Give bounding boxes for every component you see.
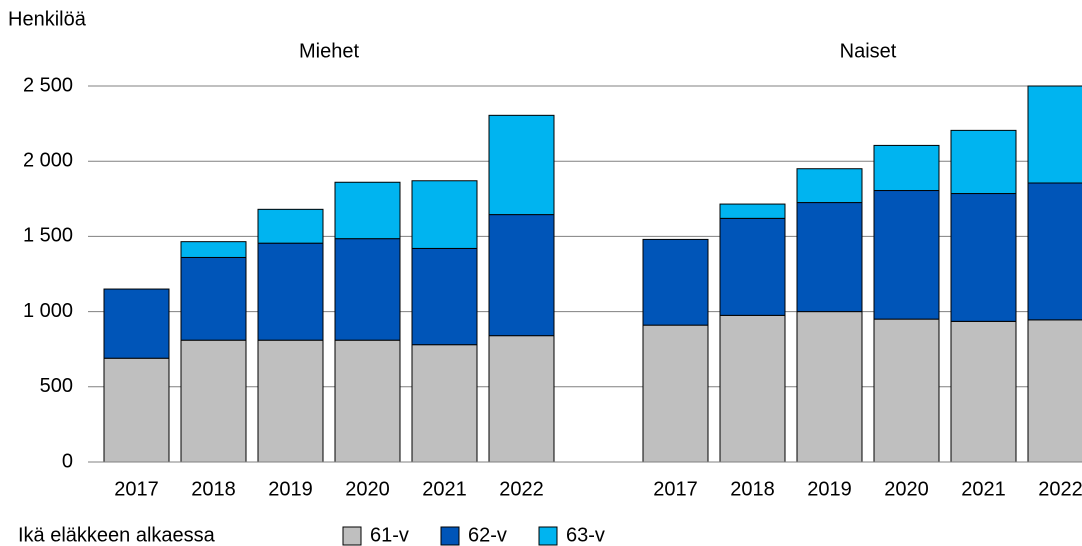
bar-segment bbox=[180, 241, 247, 258]
x-tick-label: 2020 bbox=[345, 478, 390, 500]
bar-segment bbox=[873, 144, 940, 192]
bar-segment bbox=[334, 339, 401, 463]
x-tick-label: 2020 bbox=[884, 478, 929, 500]
bar-segment bbox=[719, 203, 786, 219]
bar-segment bbox=[257, 242, 324, 341]
group-label: Miehet bbox=[299, 40, 359, 62]
bar-segment bbox=[1027, 85, 1082, 184]
bar-segment bbox=[950, 193, 1017, 322]
bar-segment bbox=[1027, 182, 1082, 321]
x-tick-label: 2022 bbox=[499, 478, 544, 500]
bar-segment bbox=[796, 311, 863, 463]
bar-segment bbox=[488, 114, 555, 216]
bar-segment bbox=[796, 202, 863, 313]
y-tick-label: 1 000 bbox=[23, 300, 73, 322]
bar-segment bbox=[950, 320, 1017, 463]
x-tick-label: 2018 bbox=[191, 478, 236, 500]
bar-segment bbox=[180, 256, 247, 341]
bar-segment bbox=[488, 335, 555, 463]
bar-segment bbox=[103, 357, 170, 463]
bar-segment bbox=[950, 129, 1017, 195]
legend-swatch bbox=[538, 526, 558, 546]
bar-segment bbox=[796, 168, 863, 204]
x-tick-label: 2017 bbox=[114, 478, 159, 500]
legend-label: 62-v bbox=[468, 524, 507, 546]
legend-title: Ikä eläkkeen alkaessa bbox=[18, 524, 216, 546]
bar-segment bbox=[719, 314, 786, 463]
bar-segment bbox=[719, 217, 786, 316]
y-tick-label: 500 bbox=[40, 375, 73, 397]
y-tick-label: 2 500 bbox=[23, 74, 73, 96]
legend-label: 63-v bbox=[566, 524, 605, 546]
bar-segment bbox=[1027, 319, 1082, 463]
bar-segment bbox=[488, 214, 555, 337]
legend-swatch bbox=[440, 526, 460, 546]
y-tick-label: 1 500 bbox=[23, 225, 73, 247]
x-tick-label: 2019 bbox=[807, 478, 852, 500]
bar-segment bbox=[257, 208, 324, 244]
y-axis-label: Henkilöä bbox=[8, 8, 87, 30]
bar-segment bbox=[334, 238, 401, 341]
bar-segment bbox=[334, 181, 401, 240]
bar-segment bbox=[873, 190, 940, 320]
y-tick-label: 0 bbox=[62, 450, 73, 472]
bar-segment bbox=[411, 180, 478, 249]
bar-segment bbox=[180, 339, 247, 463]
bar-segment bbox=[873, 318, 940, 463]
legend-swatch bbox=[342, 526, 362, 546]
x-tick-label: 2021 bbox=[422, 478, 467, 500]
x-tick-label: 2021 bbox=[961, 478, 1006, 500]
x-tick-label: 2018 bbox=[730, 478, 775, 500]
bar-segment bbox=[411, 247, 478, 346]
bar-segment bbox=[103, 288, 170, 359]
x-tick-label: 2017 bbox=[653, 478, 698, 500]
x-tick-label: 2019 bbox=[268, 478, 313, 500]
legend-label: 61-v bbox=[370, 524, 409, 546]
x-tick-label: 2022 bbox=[1038, 478, 1082, 500]
group-label: Naiset bbox=[840, 40, 897, 62]
bar-segment bbox=[411, 344, 478, 463]
bar-segment bbox=[642, 324, 709, 463]
bar-segment bbox=[257, 339, 324, 463]
bar-segment bbox=[642, 238, 709, 326]
y-tick-label: 2 000 bbox=[23, 149, 73, 171]
